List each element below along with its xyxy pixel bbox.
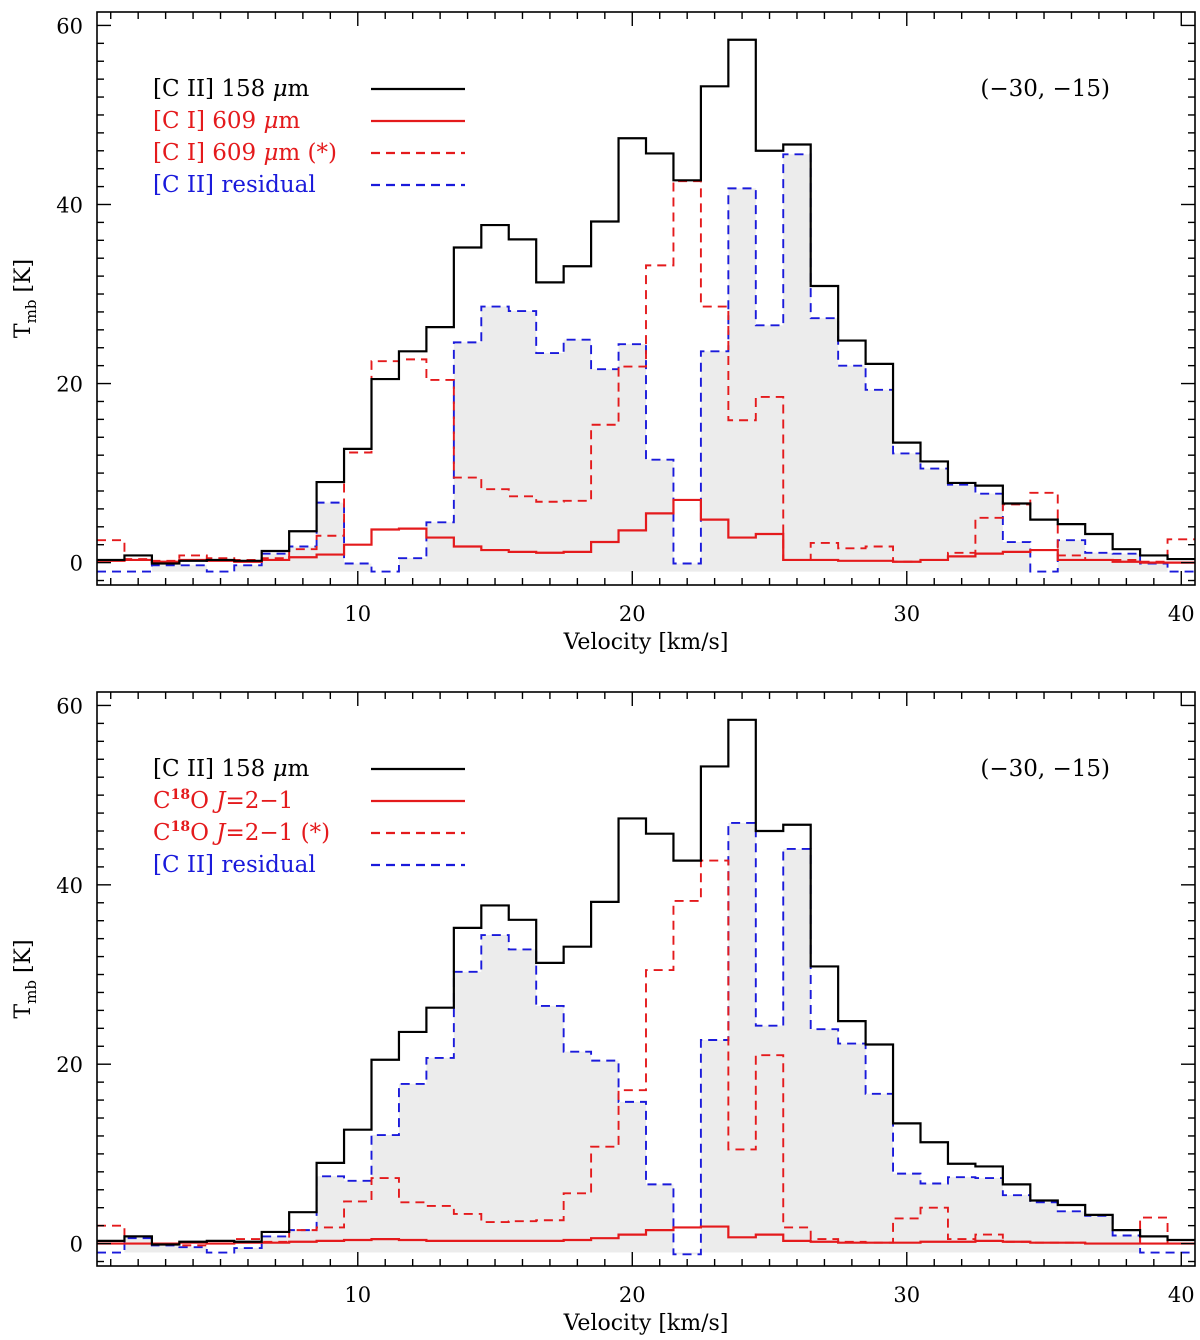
legend-label-2: C18O J=2−1 bbox=[153, 787, 293, 814]
x-tick-label: 30 bbox=[893, 602, 920, 626]
y-tick-label: 40 bbox=[56, 874, 83, 898]
bottom-panel: 10 20 30 40 0 20 40 60 Velocity [km/s] Tmb [K] (−3… bbox=[11, 691, 1196, 1336]
y-tick-label: 40 bbox=[56, 193, 83, 217]
x-tick-label: 30 bbox=[893, 1283, 920, 1307]
x-tick-label: 10 bbox=[344, 602, 371, 626]
y-tick-label: 0 bbox=[70, 1233, 83, 1257]
series-line-3 bbox=[97, 859, 1195, 1247]
legend-label-4: [C II] residual bbox=[153, 172, 316, 198]
y-tick-label: 60 bbox=[56, 694, 83, 718]
series-line-1 bbox=[97, 38, 1195, 565]
legend-label-3: [C I] 609 μm (*) bbox=[153, 140, 337, 166]
x-tick-label: 10 bbox=[344, 1283, 371, 1307]
y-tick-label: 0 bbox=[70, 552, 83, 576]
position-label: (−30, −15) bbox=[980, 76, 1110, 102]
y-tick-label: 20 bbox=[56, 373, 83, 397]
legend-label-3: C18O J=2−1 (*) bbox=[153, 819, 330, 846]
plot-area bbox=[97, 718, 1195, 1256]
x-tick-label: 40 bbox=[1168, 602, 1195, 626]
top-panel: 10 20 30 40 0 20 40 60 Velocity [km/s] Tmb [K] (−3… bbox=[11, 11, 1196, 655]
series-line-4 bbox=[97, 153, 1195, 573]
plot-frame bbox=[96, 691, 1196, 1267]
plot-frame bbox=[96, 11, 1196, 586]
x-axis-title: Velocity [km/s] bbox=[563, 1311, 729, 1336]
y-tick-label: 20 bbox=[56, 1053, 83, 1077]
legend-label-1: [C II] 158 μm bbox=[153, 756, 310, 782]
x-tick-label: 20 bbox=[619, 602, 646, 626]
y-axis-title: Tmb [K] bbox=[11, 259, 40, 338]
residual-fill-area bbox=[97, 822, 1195, 1255]
legend-label-1: [C II] 158 μm bbox=[153, 76, 310, 102]
legend-label-4: [C II] residual bbox=[153, 852, 316, 878]
series-line-2 bbox=[97, 1225, 1195, 1245]
y-axis-title: Tmb [K] bbox=[11, 939, 40, 1018]
plot-area bbox=[97, 38, 1195, 573]
x-tick-label: 40 bbox=[1168, 1283, 1195, 1307]
x-axis-title: Velocity [km/s] bbox=[563, 630, 729, 655]
legend-label-2: [C I] 609 μm bbox=[153, 108, 300, 134]
x-tick-label: 20 bbox=[619, 1283, 646, 1307]
position-label: (−30, −15) bbox=[980, 756, 1110, 782]
series-line-1 bbox=[97, 718, 1195, 1246]
series-line-2 bbox=[97, 498, 1195, 564]
y-tick-label: 60 bbox=[56, 14, 83, 38]
series-line-3 bbox=[97, 180, 1195, 563]
